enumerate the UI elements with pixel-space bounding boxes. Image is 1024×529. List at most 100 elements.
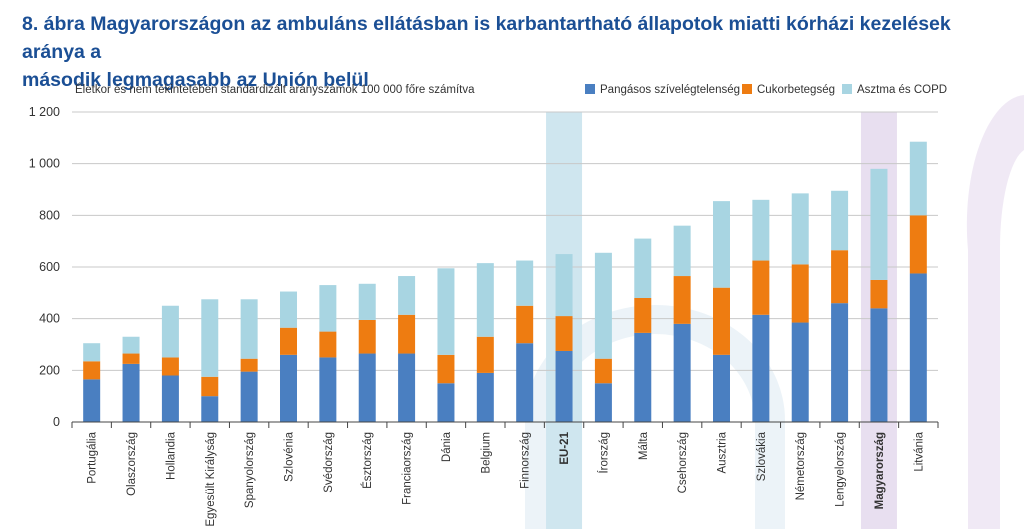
bar-2-2 [122, 353, 140, 364]
bar-3-12 [516, 260, 534, 306]
bar-3-2 [122, 336, 140, 354]
bars [83, 141, 927, 422]
decor-arc-purple [966, 95, 1024, 529]
bar-2-5 [240, 358, 258, 372]
y-tick-label-0: 0 [53, 415, 60, 429]
bar-1-4 [201, 396, 219, 422]
bar-1-1 [83, 379, 101, 422]
bar-3-10 [437, 268, 455, 355]
y-tick-label-200: 200 [39, 363, 60, 377]
bar-3-20 [831, 190, 849, 251]
bar-3-22 [909, 141, 927, 216]
bar-2-13 [555, 316, 573, 351]
chart-title-line-1: 8. ábra Magyarországon az ambuláns ellát… [22, 13, 951, 63]
category-label-10: Dánia [441, 431, 453, 462]
bar-1-15 [634, 332, 652, 422]
chart-subtitle: Életkor és nem tekintetében standardizál… [75, 83, 475, 96]
legend-label-3: Asztma és COPD [857, 84, 947, 96]
bar-2-10 [437, 354, 455, 384]
bar-2-12 [516, 305, 534, 344]
y-tick-label-1000: 1 000 [29, 157, 60, 171]
legend-swatch-1 [585, 84, 595, 94]
bar-2-19 [791, 264, 809, 323]
category-label-1: Portugália [87, 431, 99, 483]
legend-label-2: Cukorbetegség [757, 84, 835, 96]
bar-3-4 [201, 299, 219, 377]
bar-2-7 [319, 331, 337, 358]
bar-1-20 [831, 303, 849, 422]
bar-1-16 [673, 323, 691, 422]
bar-1-6 [280, 354, 297, 422]
category-label-5: Spanyolország [244, 432, 256, 508]
bar-2-6 [280, 327, 297, 355]
y-tick-label-1200: 1 200 [29, 105, 60, 119]
bar-1-11 [476, 372, 494, 422]
category-label-13: EU-21 [559, 431, 571, 464]
bar-3-19 [791, 193, 809, 265]
bar-1-14 [594, 383, 612, 422]
bar-1-18 [752, 314, 770, 422]
bar-2-21 [870, 279, 888, 309]
category-label-3: Hollandia [165, 431, 177, 480]
y-tick-label-400: 400 [39, 312, 60, 326]
category-label-16: Csehország [677, 432, 689, 493]
chart-title: 8. ábra Magyarországon az ambuláns ellát… [22, 10, 982, 94]
bar-1-19 [791, 322, 809, 422]
category-label-20: Lengyelország [835, 432, 847, 507]
bar-2-17 [713, 287, 730, 355]
y-tick-label-600: 600 [39, 260, 60, 274]
bar-3-15 [634, 238, 652, 298]
legend-label-1: Pangásos szívelégtelenség [600, 84, 740, 96]
bar-2-14 [594, 358, 612, 384]
y-tick-label-800: 800 [39, 208, 60, 222]
category-label-11: Belgium [480, 432, 492, 474]
bar-2-1 [83, 361, 101, 380]
bar-2-18 [752, 260, 770, 315]
legend-swatch-2 [742, 84, 752, 94]
bar-2-4 [201, 376, 219, 397]
labels: 0 200 400 600 800 1 000 1 200 Portugália Olaszor… [29, 83, 926, 527]
category-label-21: Magyarország [874, 432, 886, 509]
bar-3-11 [476, 263, 494, 337]
bar-3-13 [555, 254, 573, 317]
bar-3-5 [240, 299, 258, 359]
category-label-17: Ausztria [717, 431, 729, 473]
bar-2-8 [358, 319, 376, 354]
category-label-18: Szlovákia [756, 431, 768, 481]
bar-1-12 [516, 343, 534, 422]
bar-2-20 [831, 250, 849, 304]
bar-1-7 [319, 357, 337, 422]
category-label-14: Írország [597, 432, 610, 474]
bar-1-21 [870, 308, 888, 422]
bar-1-3 [161, 375, 179, 422]
bar-3-8 [358, 283, 376, 320]
category-label-22: Litvánia [913, 431, 925, 471]
bar-2-22 [909, 215, 927, 274]
bar-3-16 [673, 225, 691, 277]
bar-1-10 [437, 383, 455, 422]
bar-3-1 [83, 343, 101, 362]
bar-2-11 [476, 336, 494, 373]
category-label-19: Németország [795, 432, 807, 500]
bar-2-9 [398, 314, 416, 354]
legend-swatch-3 [842, 84, 852, 94]
legend: Pangásos szívelégtelenség Cukorbetegség As… [585, 84, 947, 96]
category-label-6: Szlovénia [284, 431, 296, 481]
category-label-9: Franciaország [402, 432, 414, 505]
bar-3-18 [752, 199, 770, 261]
bar-1-5 [240, 371, 258, 422]
category-label-15: Málta [638, 431, 650, 460]
bar-3-17 [713, 201, 730, 288]
chart-title-line-2: második legmagasabb az Unión belül [22, 69, 369, 91]
category-label-8: Észtország [361, 432, 374, 489]
bar-3-7 [319, 285, 337, 332]
bar-3-14 [594, 252, 612, 359]
bar-1-13 [555, 350, 573, 422]
category-label-12: Finnország [520, 432, 532, 489]
bar-1-2 [122, 363, 140, 422]
category-label-7: Svédország [323, 432, 335, 493]
bar-3-6 [280, 291, 297, 328]
axes [71, 421, 939, 428]
bar-3-9 [398, 276, 416, 315]
